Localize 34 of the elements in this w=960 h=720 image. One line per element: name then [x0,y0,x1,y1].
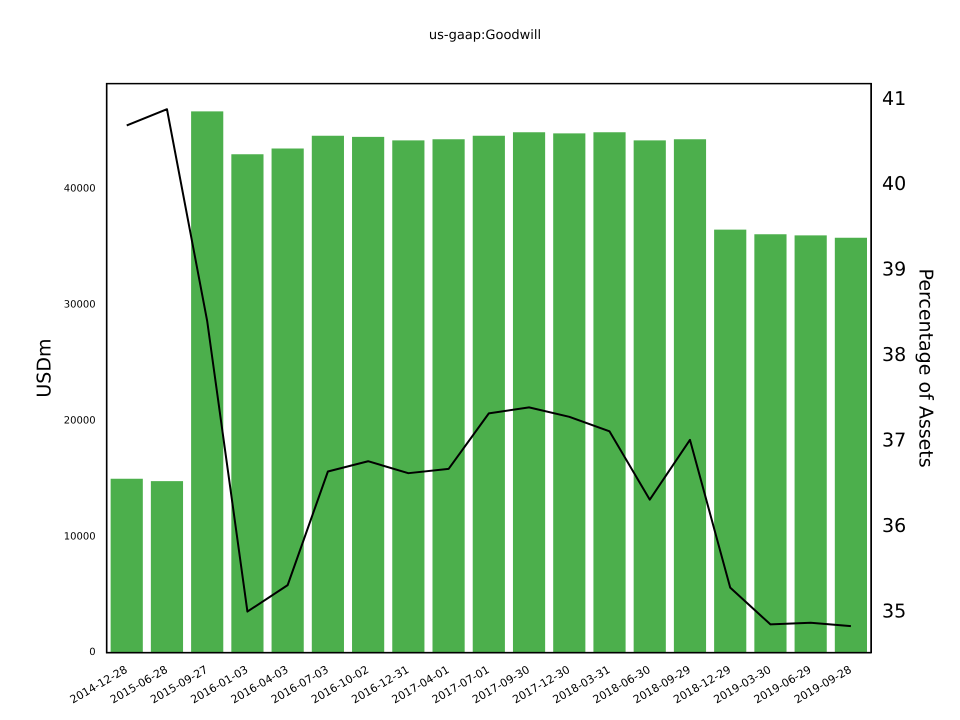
bar [512,132,546,653]
bar [312,136,344,653]
y2-tick-label: 36 [882,514,906,537]
y2-tick-label: 39 [882,258,906,281]
bar [634,140,666,653]
y2-tick-label: 37 [882,430,906,452]
y2-tick-label: 40 [882,173,906,196]
bar [272,148,304,653]
bar [352,136,384,653]
y-tick-label: 10000 [64,531,96,542]
bar [432,139,465,653]
bar [150,481,184,653]
y-tick-label: 40000 [64,184,96,195]
y2-tick-label: 35 [882,600,906,622]
y-tick-label: 20000 [64,415,96,426]
bar [553,133,586,653]
y-tick-label: 30000 [64,300,96,311]
bar [834,238,867,653]
y2-axis-title: Percentage of Assets [914,268,937,468]
y2-tick-label: 41 [882,88,906,110]
bar [110,478,143,653]
y-tick-label: 0 [89,647,96,658]
bar [191,111,224,653]
bar [593,132,626,653]
chart-title: us-gaap:Goodwill [428,28,542,44]
bar [392,140,424,653]
y2-tick-label: 38 [882,344,906,366]
bar [754,234,787,653]
bar [794,235,827,653]
bar [674,139,706,653]
bar [472,136,505,653]
bar [714,230,746,653]
y-axis-title: USDm [33,338,56,398]
bar [231,154,264,653]
